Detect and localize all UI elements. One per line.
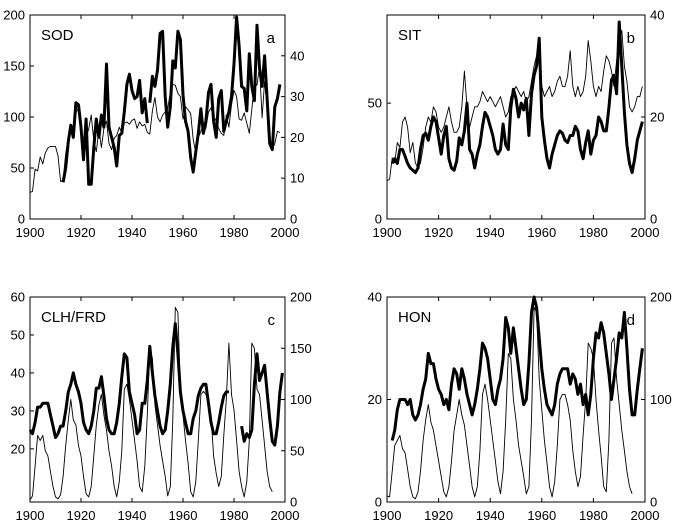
series-line-thin [386, 306, 633, 500]
series-line-thin [386, 29, 643, 182]
series-line-thin [29, 306, 273, 501]
right-y-tick-label: 200 [290, 290, 312, 305]
right-y-tick-label: 100 [290, 392, 312, 407]
left-y-tick-label: 40 [11, 365, 25, 380]
x-tick-label: 1980 [579, 508, 608, 523]
x-tick-label: 1960 [527, 225, 556, 240]
x-tick-label: 1920 [67, 225, 96, 240]
left-y-tick-label: 0 [375, 212, 382, 227]
x-tick-label: 1940 [476, 508, 505, 523]
right-y-tick-label: 30 [290, 89, 304, 104]
left-y-tick-label: 100 [3, 110, 25, 125]
right-y-tick-label: 20 [290, 130, 304, 145]
left-y-tick-label: 0 [18, 212, 25, 227]
x-tick-label: 1960 [169, 508, 198, 523]
x-tick-label: 1900 [373, 508, 402, 523]
panel-sod: 1900 1920 1940 1960 1980 20000501001502000102… [3, 8, 304, 241]
x-tick-label: 1900 [16, 508, 45, 523]
right-y-tick-label: 40 [290, 48, 304, 63]
x-tick-label: 1960 [169, 225, 198, 240]
left-y-tick-label: 0 [375, 495, 382, 510]
right-y-tick-label: 0 [650, 495, 657, 510]
panel-label: HON [398, 309, 431, 326]
left-y-tick-label: 40 [368, 290, 382, 305]
right-y-tick-label: 150 [290, 341, 312, 356]
left-y-tick-label: 20 [368, 392, 382, 407]
x-tick-label: 2000 [631, 225, 660, 240]
x-tick-label: 1980 [579, 225, 608, 240]
x-tick-label: 1940 [476, 225, 505, 240]
panel-letter: b [627, 30, 635, 47]
x-tick-label: 2000 [631, 508, 660, 523]
right-y-tick-label: 0 [650, 212, 657, 227]
series-line-thick [390, 295, 644, 441]
x-tick-label: 1900 [373, 225, 402, 240]
left-y-tick-label: 20 [11, 441, 25, 456]
x-tick-label: 1980 [220, 508, 249, 523]
plot-frame [386, 296, 646, 503]
x-tick-label: 1940 [118, 508, 147, 523]
x-tick-label: 1940 [118, 225, 147, 240]
right-y-tick-label: 20 [650, 110, 664, 125]
series-line-thick [61, 62, 149, 186]
x-tick-label: 1920 [67, 508, 96, 523]
panel-clh-frd: 1900 1920 1940 1960 1980 2000 20 30 40 50 60 0 50 100… [11, 290, 312, 524]
right-y-tick-label: 0 [290, 212, 297, 227]
right-y-tick-label: 50 [290, 443, 304, 458]
series-line-thin [29, 65, 281, 193]
x-tick-label: 1900 [16, 225, 45, 240]
left-y-tick-label: 30 [11, 403, 25, 418]
series-line-thick [240, 352, 284, 447]
series-line-thick [390, 20, 644, 175]
panel-letter: a [267, 30, 276, 47]
x-tick-label: 1980 [220, 225, 249, 240]
panel-label: SOD [41, 27, 74, 44]
left-y-tick-label: 150 [3, 59, 25, 74]
plot-frame [386, 14, 646, 220]
left-y-tick-label: 50 [368, 96, 382, 111]
x-tick-label: 2000 [271, 508, 300, 523]
panel-letter: c [268, 312, 276, 329]
right-y-tick-label: 100 [650, 392, 672, 407]
right-y-tick-label: 10 [290, 171, 304, 186]
left-y-tick-label: 50 [11, 327, 25, 342]
right-y-tick-label: 200 [650, 290, 672, 305]
x-tick-label: 1920 [424, 225, 453, 240]
right-y-tick-label: 0 [290, 495, 297, 510]
panel-letter: d [627, 312, 635, 329]
left-y-tick-label: 60 [11, 290, 25, 305]
panel-label: CLH/FRD [41, 309, 106, 326]
right-y-tick-label: 40 [650, 8, 664, 23]
series-line-thick [148, 15, 282, 174]
x-tick-label: 1920 [424, 508, 453, 523]
x-tick-label: 2000 [271, 225, 300, 240]
left-y-tick-label: 200 [3, 8, 25, 23]
x-tick-label: 1960 [527, 508, 556, 523]
series-line-thick [28, 322, 229, 439]
left-y-tick-label: 50 [11, 161, 25, 176]
panel-label: SIT [398, 27, 421, 44]
